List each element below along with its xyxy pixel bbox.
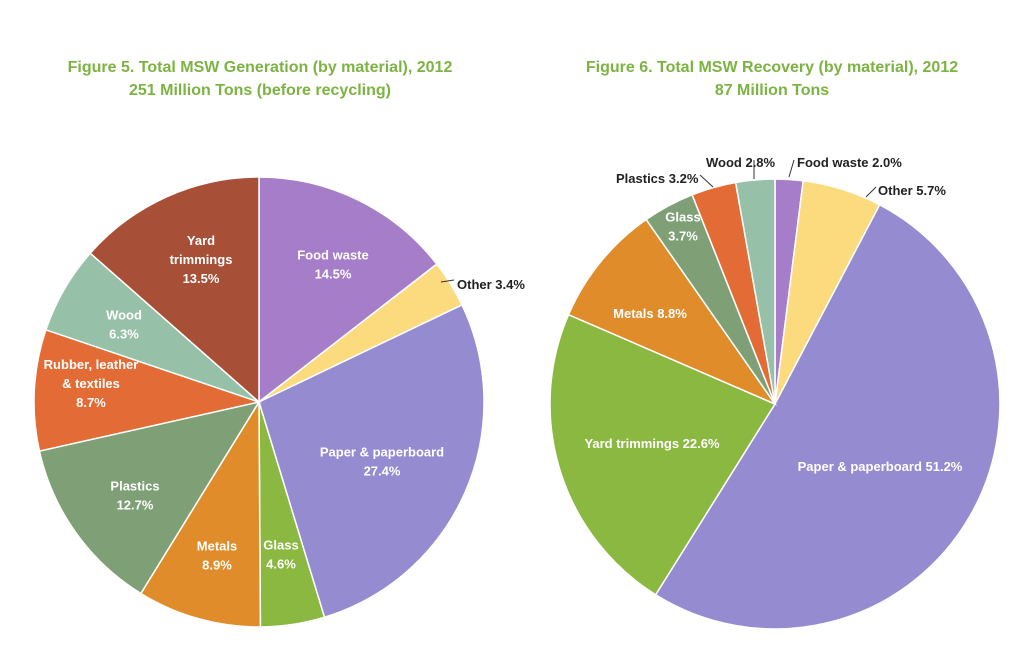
fig6-slice-paper-and-paperboard (654, 203, 1001, 630)
figure5-subtitle: 251 Million Tons (before recycling) (129, 82, 391, 99)
fig6-leader-other (865, 186, 877, 198)
figure6-subtitle: 87 Million Tons (714, 82, 830, 99)
fig6-slice-wood (734, 178, 776, 405)
fig6-leader-plastics (699, 174, 714, 188)
fig5-label-glass: Glass 4.6% (263, 538, 298, 572)
fig5-label-paper-and-paperboard: Paper & paperboard 27.4% (320, 445, 444, 479)
fig6-label-glass: Glass 3.7% (665, 210, 700, 244)
fig6-slice-metals (567, 218, 778, 406)
fig6-label-wood: Wood 2.8% (706, 155, 776, 170)
fig5-label-yard-trimmings: Yard trimmings 13.5% (170, 233, 233, 286)
fig5-slice-metals (139, 399, 262, 628)
figure6-title: Figure 6. Total MSW Recovery (by materia… (585, 59, 959, 76)
figure6-pie: Food waste 2.0% Other 5.7% Paper & paperbo… (549, 155, 1001, 630)
fig5-slice-plastics (38, 400, 261, 595)
fig5-slice-paper-and-paperboard (258, 303, 485, 619)
figure6-title-block: Figure 6. Total MSW Recovery (by materia… (532, 56, 1012, 102)
fig5-slice-food-waste (258, 176, 438, 404)
fig6-label-plastics: Plastics 3.2% (616, 171, 699, 186)
fig5-slice-yard-trimmings (89, 176, 260, 404)
figure5-title-block: Figure 5. Total MSW Generation (by mater… (20, 56, 500, 102)
fig6-label-metals: Metals 8.8% (613, 306, 687, 321)
figure5-title: Figure 5. Total MSW Generation (by mater… (67, 59, 453, 76)
fig5-slice-rubber-leather-and-textiles (33, 328, 262, 452)
fig6-label-paper-and-paperboard: Paper & paperboard 51.2% (798, 459, 963, 474)
fig6-label-yard-trimmings: Yard trimmings 22.6% (584, 436, 720, 451)
fig5-label-wood: Wood 6.3% (106, 308, 142, 342)
fig5-label-other: Other 3.4% (457, 277, 525, 292)
fig5-label-metals: Metals 8.9% (197, 539, 237, 573)
fig6-leader-food-waste (788, 159, 795, 178)
fig5-label-food-waste: Food waste 14.5% (297, 248, 369, 282)
fig5-leader-other (440, 279, 455, 283)
fig5-label-rubber-leather-and-textiles: Rubber, leather & textiles 8.7% (44, 357, 139, 410)
fig6-slice-yard-trimmings (549, 313, 777, 596)
fig6-label-food-waste: Food waste 2.0% (797, 155, 902, 170)
figure5-pie: Food waste 14.5% Other 3.4% Paper & paperbo… (33, 176, 525, 628)
fig5-label-plastics: Plastics 12.7% (110, 479, 159, 513)
fig6-label-other: Other 5.7% (878, 183, 946, 198)
